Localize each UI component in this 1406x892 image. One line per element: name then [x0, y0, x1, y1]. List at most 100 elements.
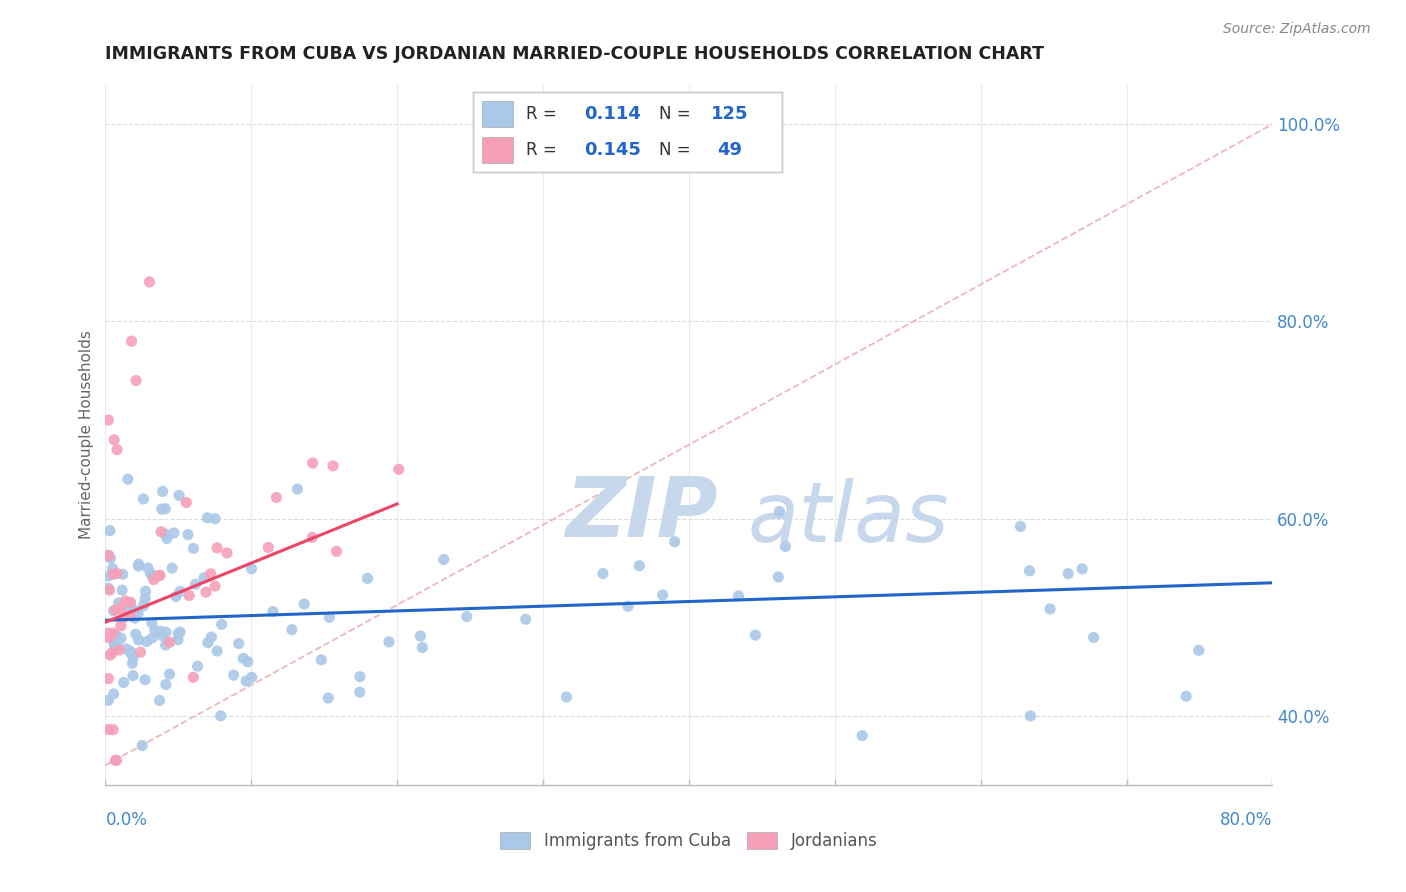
Point	[155, 638, 177, 652]
Point	[127, 559, 149, 574]
Point	[628, 558, 651, 573]
Point	[177, 527, 200, 541]
Text: 0.145: 0.145	[585, 141, 641, 159]
Point	[433, 552, 456, 566]
Point	[120, 646, 142, 660]
Point	[128, 632, 150, 647]
Text: 0.0%: 0.0%	[105, 811, 148, 829]
Point	[135, 584, 157, 599]
Point	[155, 625, 177, 640]
Point	[167, 488, 190, 502]
Point	[122, 668, 145, 682]
Point	[167, 626, 190, 640]
Point	[174, 495, 197, 509]
Point	[129, 645, 152, 659]
Point	[287, 482, 309, 496]
Point	[301, 530, 323, 544]
Point	[163, 525, 186, 540]
Point	[97, 549, 120, 563]
Point	[97, 569, 120, 583]
Point	[165, 590, 187, 604]
Point	[1083, 631, 1105, 645]
Point	[103, 626, 125, 640]
Point	[236, 655, 259, 669]
Text: R =: R =	[526, 105, 557, 123]
Point	[104, 753, 127, 767]
Point	[97, 693, 120, 707]
Point	[111, 583, 134, 598]
Legend: Immigrants from Cuba, Jordanians: Immigrants from Cuba, Jordanians	[494, 826, 884, 857]
Point	[204, 579, 226, 593]
Point	[104, 640, 127, 654]
Point	[103, 604, 125, 618]
Point	[139, 566, 162, 581]
Point	[150, 524, 173, 539]
Point	[122, 650, 145, 665]
Point	[775, 540, 797, 554]
Point	[181, 670, 204, 684]
Point	[134, 673, 156, 687]
Point	[97, 672, 120, 686]
Point	[1018, 564, 1040, 578]
Point	[456, 609, 478, 624]
Point	[103, 687, 125, 701]
Point	[155, 501, 177, 516]
Point	[215, 546, 238, 560]
Point	[411, 640, 433, 655]
Point	[169, 584, 191, 599]
Point	[127, 607, 149, 621]
Point	[112, 675, 135, 690]
Point	[183, 541, 205, 556]
Point	[110, 601, 132, 615]
Point	[266, 491, 288, 505]
Point	[141, 631, 163, 645]
Point	[152, 484, 174, 499]
Point	[117, 472, 139, 486]
Point	[104, 603, 127, 617]
Point	[105, 753, 128, 767]
Point	[292, 597, 315, 611]
Point	[132, 491, 155, 506]
Point	[356, 571, 378, 585]
Text: 125: 125	[711, 105, 748, 123]
Point	[200, 566, 222, 581]
Point	[159, 635, 181, 649]
Point	[103, 433, 125, 447]
Point	[235, 673, 257, 688]
Point	[155, 527, 177, 541]
Point	[97, 548, 120, 562]
Point	[768, 505, 790, 519]
Point	[134, 591, 156, 606]
Point	[108, 643, 131, 657]
Point	[744, 628, 766, 642]
Point	[311, 653, 333, 667]
Point	[103, 637, 125, 651]
Point	[110, 631, 132, 645]
Point	[200, 630, 222, 644]
Point	[193, 571, 215, 585]
Point	[205, 644, 228, 658]
Point	[101, 646, 124, 660]
Point	[301, 456, 323, 470]
Point	[851, 729, 873, 743]
Point	[125, 374, 148, 388]
Point	[169, 625, 191, 640]
Point	[121, 657, 143, 671]
Point	[97, 626, 120, 640]
Point	[211, 617, 233, 632]
Point	[105, 639, 128, 653]
Point	[101, 567, 124, 582]
Point	[1039, 602, 1062, 616]
Point	[124, 604, 146, 618]
Point	[159, 667, 181, 681]
Point	[124, 611, 146, 625]
Point	[97, 413, 120, 427]
Point	[141, 615, 163, 630]
Point	[349, 685, 371, 699]
Point	[105, 566, 128, 581]
Point	[195, 511, 218, 525]
Point	[114, 594, 136, 608]
Point	[97, 631, 120, 645]
Point	[1071, 562, 1094, 576]
Point	[114, 610, 136, 624]
